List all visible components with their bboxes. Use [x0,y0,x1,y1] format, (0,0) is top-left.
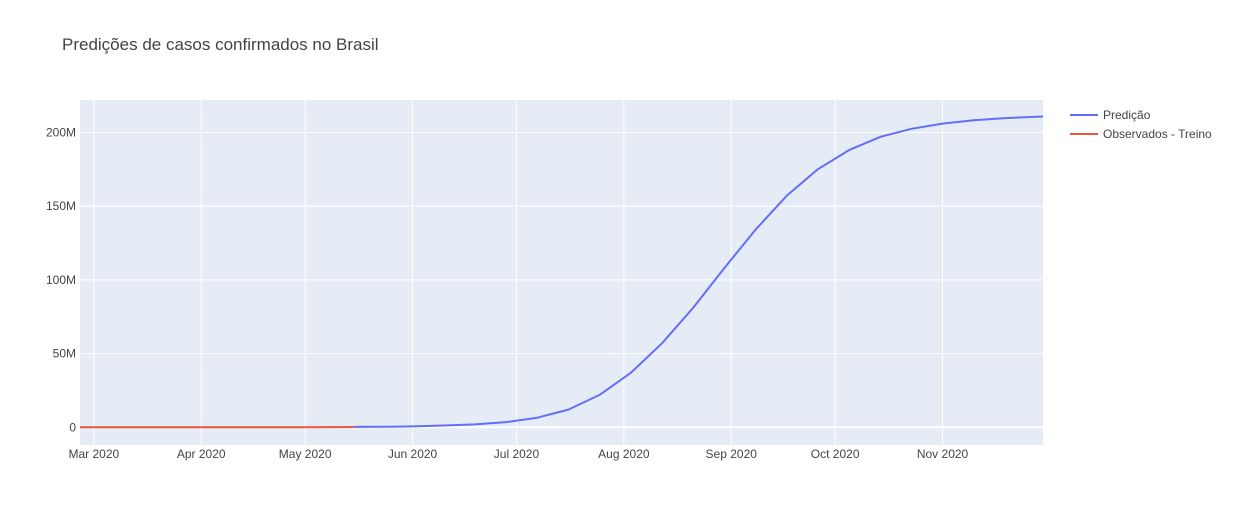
x-tick-label: Aug 2020 [598,447,650,461]
y-tick-label: 200M [46,125,76,139]
x-tick-label: Jul 2020 [494,447,540,461]
x-tick-label: Jun 2020 [388,447,438,461]
chart-title: Predições de casos confirmados no Brasil [62,35,379,54]
legend-item-1[interactable]: Observados - Treino [1070,127,1212,141]
legend-label: Observados - Treino [1103,127,1212,141]
y-tick-label: 100M [46,273,76,287]
y-axis-ticks: 0 50M 100M 150M 200M [46,125,76,434]
y-tick-label: 0 [69,420,76,434]
x-tick-label: Nov 2020 [917,447,969,461]
y-tick-label: 50M [53,347,76,361]
x-tick-label: Sep 2020 [706,447,758,461]
legend-item-0[interactable]: Predição [1070,108,1151,122]
legend-label: Predição [1103,108,1151,122]
x-tick-label: Mar 2020 [69,447,120,461]
x-tick-label: Apr 2020 [177,447,226,461]
gridlines [80,100,1043,445]
y-tick-label: 150M [46,199,76,213]
plot-area [80,100,1043,445]
legend[interactable]: Predição Observados - Treino [1070,108,1212,141]
series-lines [80,115,1044,429]
x-axis-ticks: Mar 2020 Apr 2020 May 2020 Jun 2020 Jul 2020… [69,447,969,461]
series-line-0 [353,115,1044,428]
x-tick-label: May 2020 [279,447,332,461]
x-tick-label: Oct 2020 [811,447,860,461]
